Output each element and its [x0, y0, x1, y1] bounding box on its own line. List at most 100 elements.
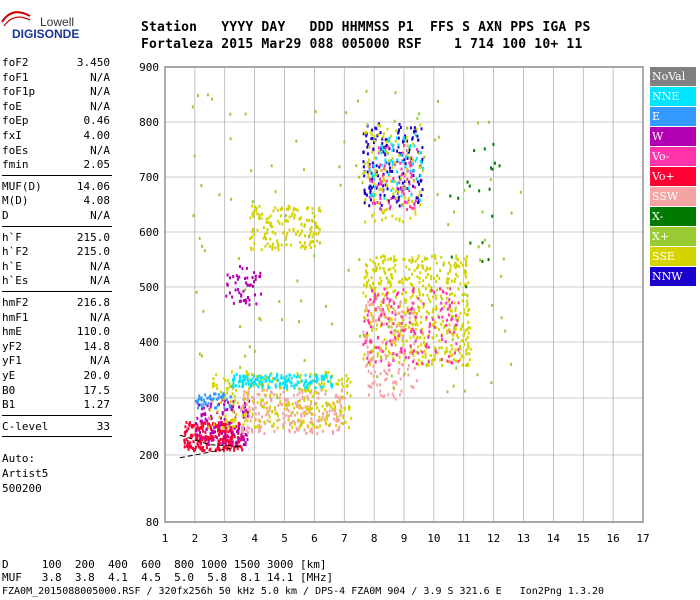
- x-tick-label: 7: [341, 532, 348, 545]
- echo-point: [205, 427, 208, 431]
- x-tick-label: 16: [607, 532, 620, 545]
- echo-point: [464, 269, 466, 273]
- echo-point: [364, 198, 367, 201]
- echo-point: [291, 425, 294, 429]
- echo-point: [366, 145, 369, 149]
- echo-point: [261, 389, 264, 393]
- echo-point: [370, 314, 373, 318]
- echo-point: [426, 363, 429, 366]
- echo-point: [335, 393, 338, 397]
- echo-point: [364, 317, 367, 321]
- echo-point: [372, 282, 375, 285]
- echo-point: [390, 374, 393, 378]
- echo-point: [277, 404, 280, 407]
- echo-point: [433, 290, 436, 294]
- echo-point: [331, 408, 334, 412]
- echo-point: [270, 399, 273, 403]
- echo-point: [374, 185, 376, 189]
- echo-point: [377, 182, 380, 186]
- echo-point: [221, 437, 224, 441]
- echo-point: [389, 205, 392, 208]
- echo-point: [455, 317, 457, 321]
- echo-point: [253, 233, 256, 237]
- echo-point: [300, 245, 303, 249]
- autoscale-l1: Auto:: [2, 452, 36, 466]
- echo-point: [346, 379, 348, 383]
- echo-point: [383, 166, 386, 170]
- echo-point: [218, 427, 221, 430]
- echo-point: [238, 405, 241, 409]
- echo-point: [519, 190, 522, 194]
- echo-point: [458, 351, 461, 355]
- echo-point: [438, 276, 441, 280]
- echo-point: [237, 380, 240, 384]
- echo-point: [398, 219, 401, 222]
- echo-point: [193, 154, 196, 158]
- echo-point: [229, 429, 232, 433]
- echo-point: [337, 396, 340, 400]
- echo-point: [390, 159, 393, 163]
- echo-point: [394, 161, 397, 165]
- echo-point: [412, 360, 415, 364]
- echo-point: [379, 131, 382, 135]
- echo-point: [272, 422, 275, 426]
- echo-point: [414, 327, 417, 331]
- echo-point: [337, 427, 340, 431]
- param-label: h`Es: [2, 274, 29, 288]
- echo-point: [231, 430, 234, 434]
- echo-point: [489, 178, 492, 182]
- echo-point: [378, 315, 381, 319]
- echo-point: [384, 315, 387, 319]
- echo-point: [417, 288, 420, 292]
- param-row: yE 20.0: [2, 369, 110, 383]
- echo-point: [293, 406, 296, 410]
- echo-point: [375, 186, 378, 190]
- echo-point: [417, 345, 419, 349]
- echo-point: [265, 401, 268, 405]
- echo-point: [397, 332, 400, 335]
- echo-point: [431, 336, 434, 340]
- echo-point: [398, 321, 401, 325]
- echo-point: [457, 301, 460, 305]
- echo-point: [248, 399, 251, 403]
- echo-point: [215, 436, 218, 440]
- echo-point: [460, 339, 463, 343]
- echo-point: [229, 437, 232, 441]
- echo-point: [455, 366, 458, 370]
- echo-point: [455, 314, 457, 318]
- echo-point: [224, 442, 227, 446]
- echo-point: [389, 257, 392, 261]
- echo-point: [304, 389, 307, 393]
- echo-point: [467, 331, 470, 335]
- echo-point: [400, 363, 403, 367]
- echo-point: [409, 216, 412, 220]
- echo-point: [251, 395, 254, 399]
- echo-point: [422, 305, 425, 309]
- echo-point: [454, 261, 457, 265]
- echo-point: [259, 275, 262, 279]
- echo-point: [427, 360, 430, 364]
- echo-point: [346, 384, 349, 388]
- echo-point: [314, 379, 317, 383]
- echo-point: [224, 414, 227, 418]
- echo-point: [263, 393, 266, 397]
- echo-point: [440, 346, 443, 350]
- echo-point: [389, 339, 392, 343]
- echo-point: [403, 196, 406, 200]
- echo-point: [312, 379, 315, 383]
- echo-point: [429, 300, 432, 304]
- echo-point: [450, 279, 453, 283]
- echo-point: [306, 424, 309, 428]
- echo-point: [252, 400, 255, 404]
- echo-point: [362, 291, 365, 295]
- echo-point: [453, 263, 456, 267]
- echo-point: [453, 280, 456, 283]
- echo-point: [457, 315, 460, 319]
- echo-point: [464, 270, 467, 274]
- echo-point: [287, 401, 290, 404]
- echo-point: [392, 338, 395, 342]
- echo-point: [416, 196, 419, 200]
- echo-point: [248, 387, 251, 390]
- echo-point: [369, 194, 372, 198]
- echo-point: [415, 156, 418, 160]
